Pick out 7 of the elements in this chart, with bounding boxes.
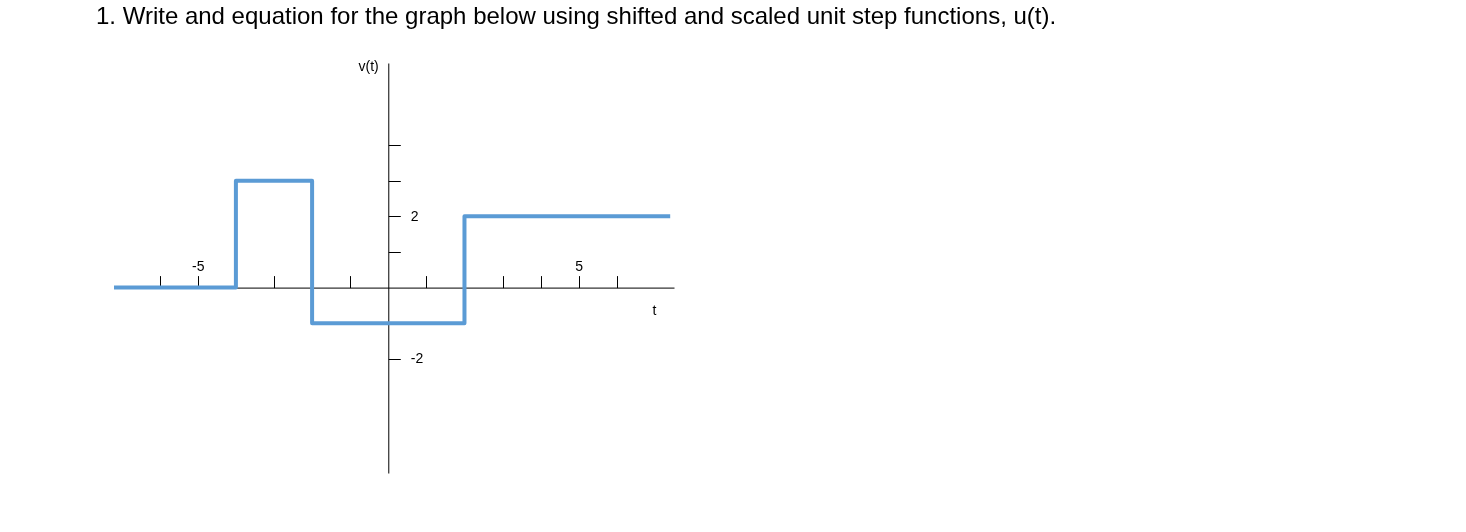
y-axis-title: v(t) — [358, 57, 379, 74]
y-tick-label: 2 — [410, 207, 419, 224]
y-tick-label: -2 — [410, 350, 424, 367]
x-axis-title: t — [652, 302, 657, 319]
x-tick-label: -5 — [192, 258, 205, 275]
x-tick-label: 5 — [575, 258, 584, 275]
chart-title: 1. Write and equation for the graph below using shifted and scaled unit step functions, u(t). — [96, 2, 1057, 29]
